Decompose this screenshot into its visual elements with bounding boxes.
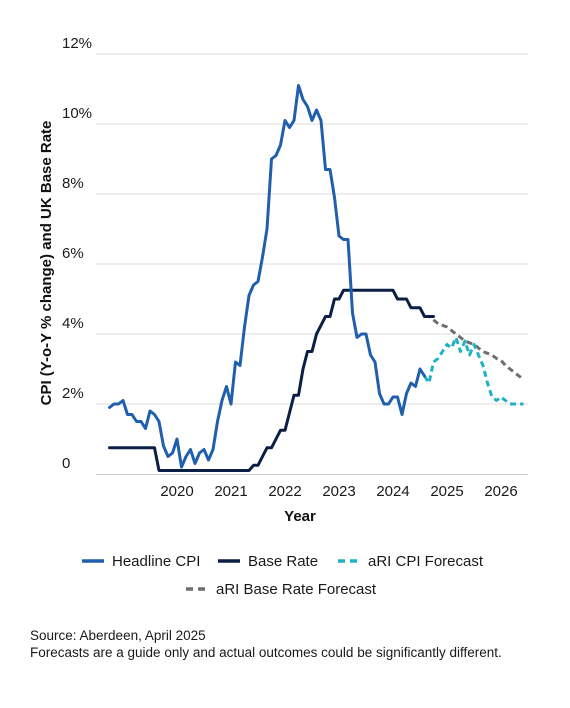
x-axis-label: Year [284,508,316,525]
y-tick-label: 8% [62,175,84,192]
y-tick-label: 0 [62,455,70,472]
legend-item: aRI Base Rate Forecast [186,581,377,598]
legend-label: aRI Base Rate Forecast [216,581,377,598]
x-tick-label: 2022 [268,483,301,500]
series-lines [108,84,525,472]
y-tick-label: 2% [62,385,84,402]
y-tick-label: 12% [62,35,92,52]
series-line-headline-cpi [108,84,426,469]
x-tick-label: 2025 [430,483,463,500]
y-tick-label: 10% [62,105,92,122]
gridlines [96,53,528,405]
disclaimer-line: Forecasts are a guide only and actual ou… [30,644,502,660]
source-line: Source: Aberdeen, April 2025 [30,628,206,643]
series-line-base-rate [108,288,435,472]
x-tick-label: 2026 [484,483,517,500]
y-axis-label: CPI (Y-o-Y % change) and UK Base Rate [38,121,55,406]
y-tick-label: 6% [62,245,84,262]
y-axis-ticks: 0 2% 4% 6% 8% 10% 12% [62,35,92,472]
legend-item: aRI CPI Forecast [338,553,484,570]
x-tick-label: 2021 [214,483,247,500]
legend-label: Headline CPI [112,553,200,570]
x-tick-label: 2024 [376,483,409,500]
x-axis-ticks: 2020 2021 2022 2023 2024 2025 2026 [160,483,517,500]
legend-label: Base Rate [248,553,318,570]
x-tick-label: 2020 [160,483,193,500]
legend: Headline CPI Base Rate aRI CPI Forecast aRI… [82,553,484,598]
series-line-ari-cpi-forecast [423,336,524,406]
y-tick-label: 4% [62,315,84,332]
x-tick-label: 2023 [322,483,355,500]
legend-item: Headline CPI [82,553,200,570]
legend-label: aRI CPI Forecast [368,553,484,570]
legend-item: Base Rate [218,553,318,570]
cpi-base-rate-chart: 0 2% 4% 6% 8% 10% 12% 2020 2021 2022 2023 2024 2025… [38,35,528,598]
source-note: Source: Aberdeen, April 2025 Forecasts a… [30,628,550,661]
